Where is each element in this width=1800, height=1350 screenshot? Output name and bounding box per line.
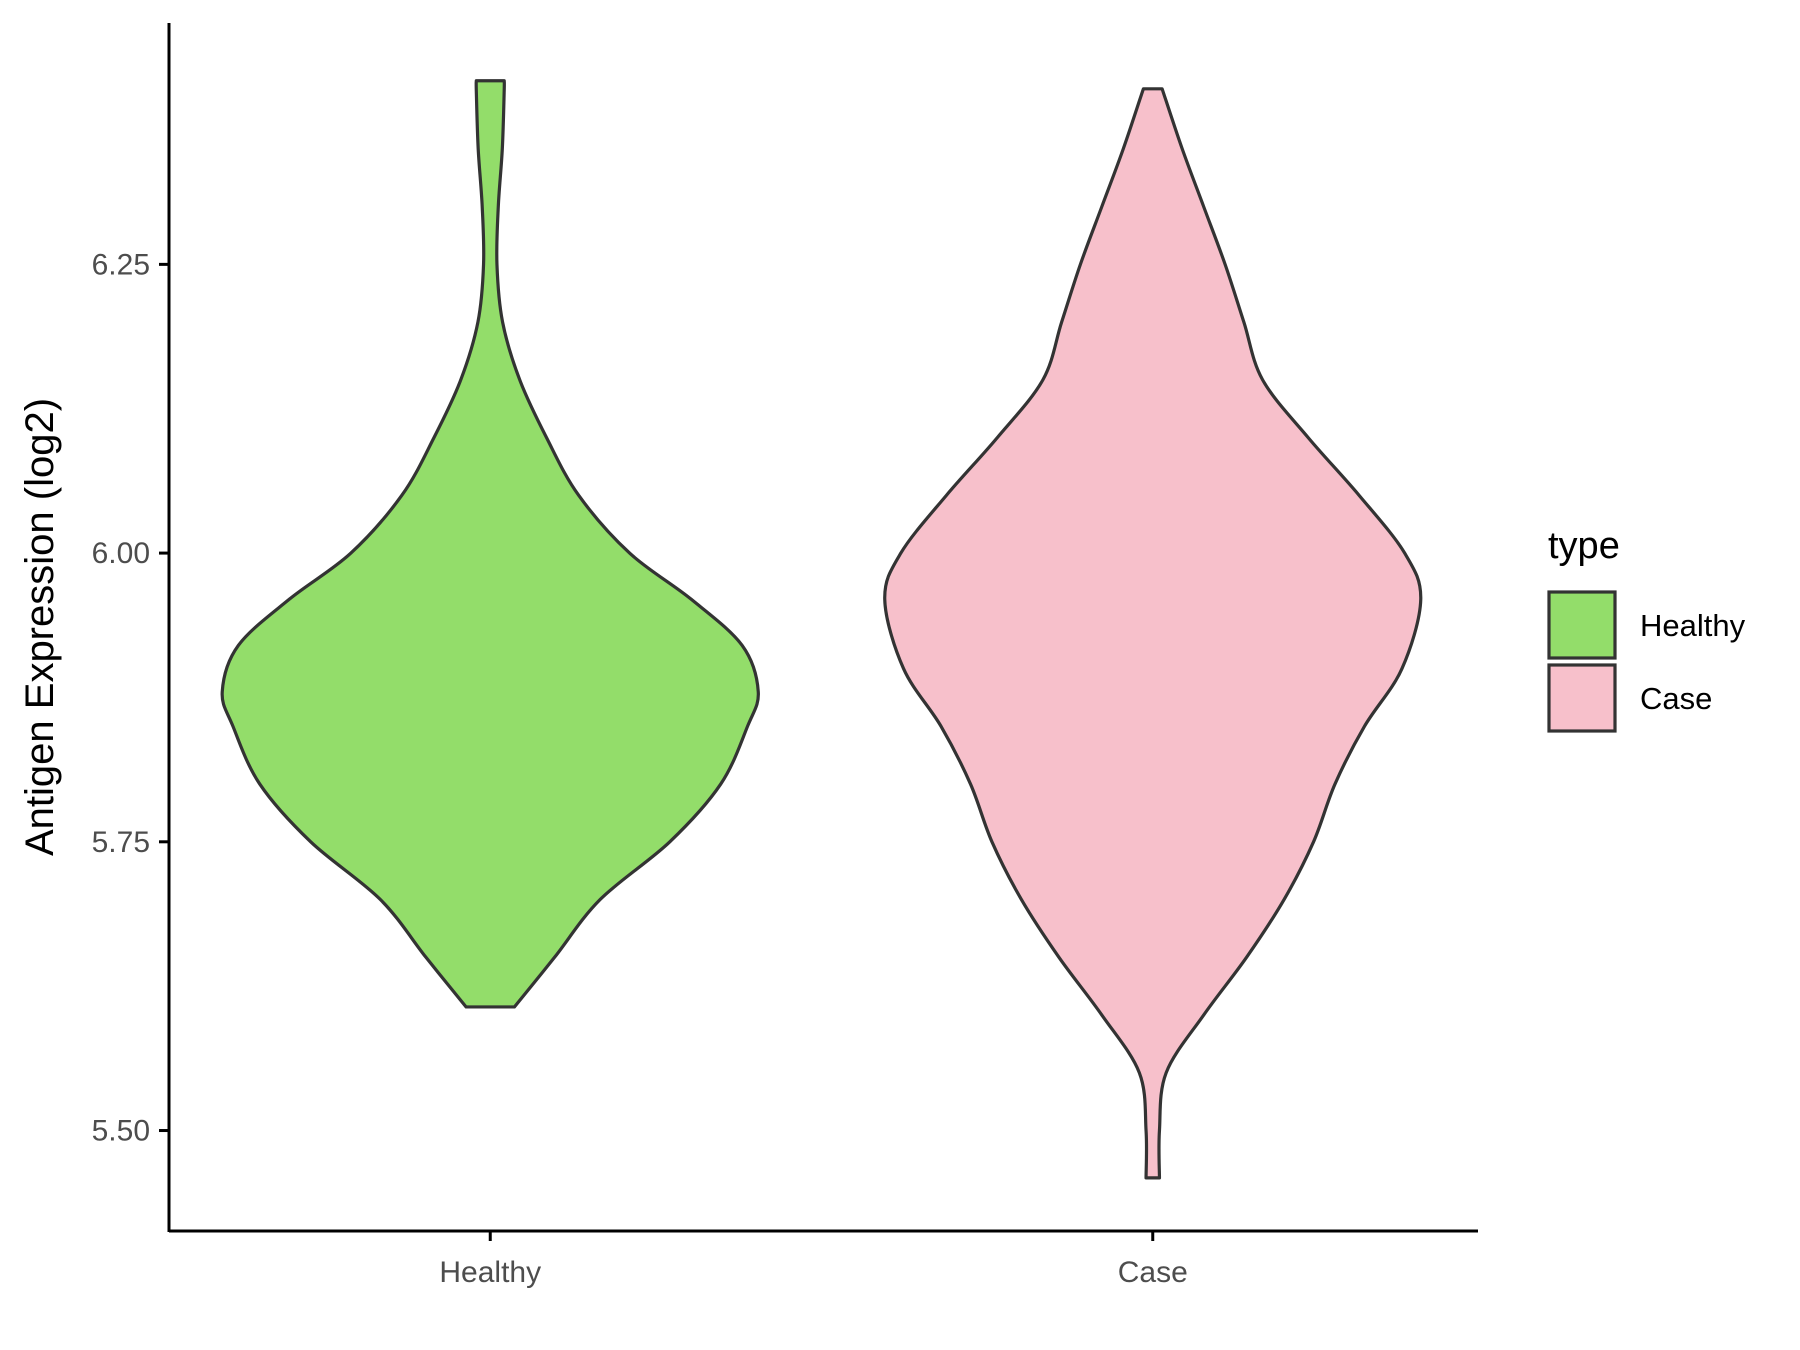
violin-healthy	[220, 79, 760, 1009]
x-tick-label: Healthy	[439, 1256, 541, 1289]
violin-group	[220, 79, 1423, 1180]
y-tick-label: 5.75	[92, 826, 150, 859]
legend-label-healthy: Healthy	[1640, 608, 1746, 643]
legend-title: type	[1548, 525, 1620, 567]
y-tick-label: 6.25	[92, 248, 150, 281]
legend: type Healthy Case	[1547, 525, 1746, 733]
y-tick-label: 6.00	[92, 537, 150, 570]
x-axis: Healthy Case	[169, 1229, 1478, 1289]
legend-swatch-case	[1547, 663, 1617, 733]
x-tick-label: Case	[1118, 1256, 1188, 1289]
legend-swatch-healthy	[1547, 590, 1617, 660]
violin-case	[883, 87, 1423, 1180]
y-tick-label: 5.50	[92, 1115, 150, 1148]
y-axis-title: Antigen Expression (log2)	[18, 398, 62, 856]
legend-label-case: Case	[1640, 681, 1712, 716]
y-axis: 5.50 5.75 6.00 6.25	[92, 23, 171, 1232]
